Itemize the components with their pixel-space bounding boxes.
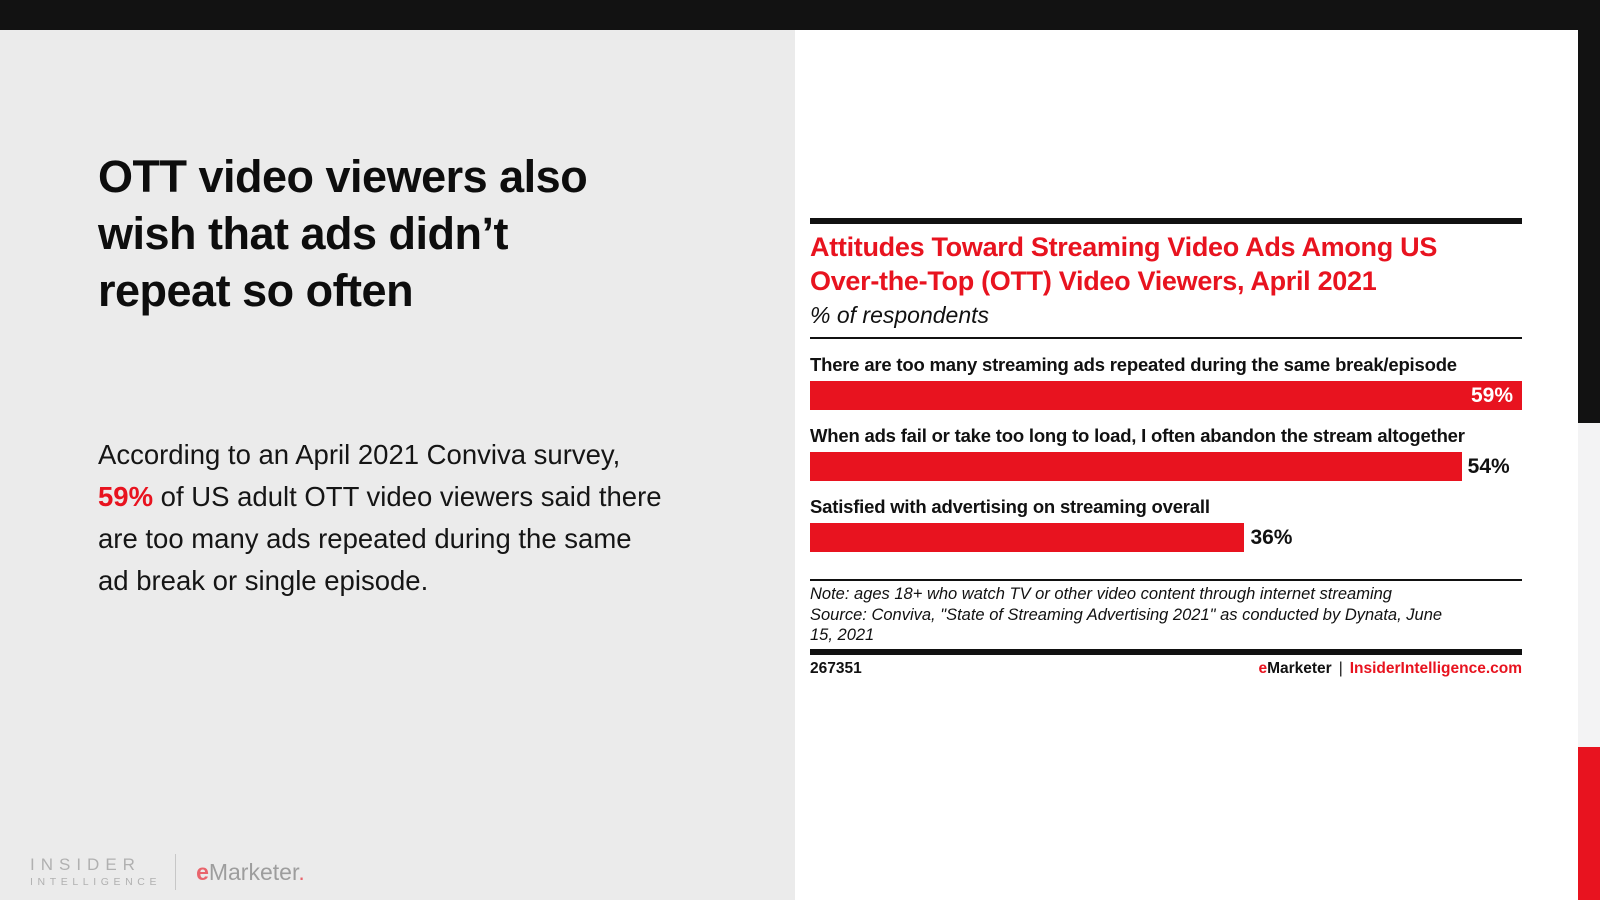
logo-intelligence-text: INTELLIGENCE xyxy=(30,876,162,888)
chart-title-line-1: Attitudes Toward Streaming Video Ads Amo… xyxy=(810,232,1438,262)
chart-bottom-rule xyxy=(810,648,1522,655)
slide-headline: OTT video viewers also wish that ads did… xyxy=(98,148,588,319)
footer-emarketer-rest: Marketer xyxy=(1267,659,1332,677)
chart-note: Note: ages 18+ who watch TV or other vid… xyxy=(810,584,1455,646)
footer-emarketer-e: e xyxy=(1258,659,1268,677)
insider-intelligence-wordmark: INSIDER INTELLIGENCE xyxy=(30,855,161,889)
headline-line-2: wish that ads didn’t xyxy=(98,208,509,259)
left-panel: OTT video viewers also wish that ads did… xyxy=(0,30,795,900)
body-line-2: of US adult OTT video viewers said there xyxy=(153,481,662,512)
emarketer-rest: Marketer xyxy=(208,858,299,885)
bar-value-1: 59% xyxy=(1470,383,1513,407)
bar-track-2: 54% xyxy=(810,452,1522,481)
bar-value-3: 36% xyxy=(1250,525,1293,549)
chart-top-rule xyxy=(810,218,1522,224)
body-highlight-59pct: 59% xyxy=(98,481,154,512)
right-edge-black-strip xyxy=(1578,0,1600,423)
right-edge-gray-strip xyxy=(1578,423,1600,747)
body-line-1: According to an April 2021 Conviva surve… xyxy=(98,439,621,470)
chart-title: Attitudes Toward Streaming Video Ads Amo… xyxy=(810,230,1522,298)
headline-line-3: repeat so often xyxy=(98,265,414,316)
bar-track-3: 36% xyxy=(810,523,1522,552)
footer-brand: eMarketer | InsiderIntelligence.com xyxy=(1258,660,1522,678)
emarketer-dot: . xyxy=(298,858,305,885)
bar-row-1: There are too many streaming ads repeate… xyxy=(810,353,1522,410)
insider-intelligence-emarketer-logo: INSIDER INTELLIGENCE eMarketer. xyxy=(30,854,305,890)
footer-separator: | xyxy=(1338,659,1343,677)
body-line-3: are too many ads repeated during the sam… xyxy=(98,523,632,554)
emarketer-wordmark: eMarketer. xyxy=(196,858,305,885)
bar-chart: Attitudes Toward Streaming Video Ads Amo… xyxy=(810,218,1522,678)
bar-3 xyxy=(810,523,1245,552)
headline-line-1: OTT video viewers also xyxy=(98,151,588,202)
slide-body-text: According to an April 2021 Conviva surve… xyxy=(98,434,738,602)
bar-value-2: 54% xyxy=(1467,454,1510,478)
chart-footer: 267351 eMarketer | InsiderIntelligence.com xyxy=(810,660,1522,678)
chart-note-rule xyxy=(810,579,1522,581)
note-text: Note: ages 18+ who watch TV or other vid… xyxy=(810,585,1392,603)
right-edge-red-strip xyxy=(1578,747,1600,900)
bar-row-3: Satisfied with advertising on streaming … xyxy=(810,495,1522,552)
chart-card: Attitudes Toward Streaming Video Ads Amo… xyxy=(795,30,1578,900)
insider-intelligence-link[interactable]: InsiderIntelligence.com xyxy=(1349,659,1522,677)
source-text: Source: Conviva, "State of Streaming Adv… xyxy=(810,605,1443,645)
bar-label-3: Satisfied with advertising on streaming … xyxy=(810,496,1210,517)
chart-subtitle-rule xyxy=(810,337,1522,339)
bar-track-1: 59% xyxy=(810,381,1522,410)
bar-label-2: When ads fail or take too long to load, … xyxy=(810,425,1465,446)
chart-id: 267351 xyxy=(810,659,862,677)
bar-2 xyxy=(810,452,1462,481)
bar-1: 59% xyxy=(810,381,1522,410)
bar-label-1: There are too many streaming ads repeate… xyxy=(810,354,1457,375)
top-black-bar xyxy=(0,0,1600,30)
logo-divider xyxy=(175,854,177,890)
body-line-4: ad break or single episode. xyxy=(98,565,429,596)
emarketer-e: e xyxy=(196,858,209,885)
chart-subtitle: % of respondents xyxy=(810,302,990,328)
logo-insider-text: INSIDER xyxy=(30,855,141,874)
bar-row-2: When ads fail or take too long to load, … xyxy=(810,424,1522,481)
chart-title-line-2: Over-the-Top (OTT) Video Viewers, April … xyxy=(810,266,1377,296)
